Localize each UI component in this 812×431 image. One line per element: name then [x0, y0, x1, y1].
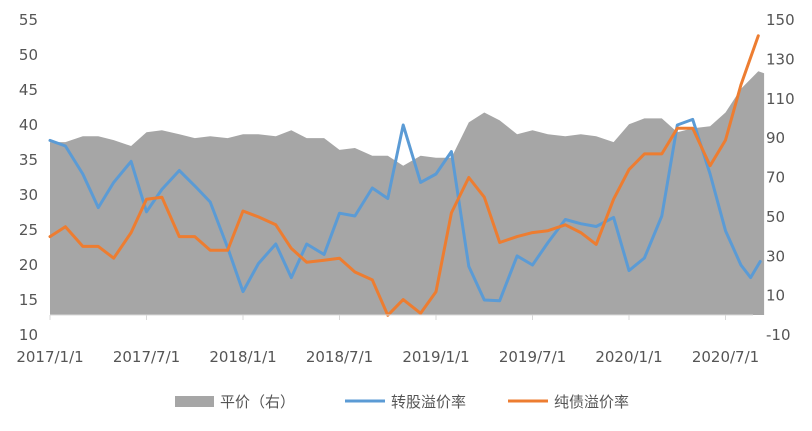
- x-tick-label: 2019/7/1: [499, 348, 566, 366]
- left-tick-label: 35: [19, 151, 38, 169]
- legend-label-conversion: 转股溢价率: [391, 393, 466, 411]
- left-tick-label: 30: [19, 186, 38, 204]
- right-tick-label: 70: [766, 169, 785, 187]
- legend-label-parity: 平价（右）: [220, 393, 295, 411]
- x-axis-ticks: 2017/1/1 2017/7/1 2018/1/1 2018/7/1 2019/1/1…: [16, 315, 759, 366]
- right-tick-label: 30: [766, 247, 785, 265]
- premium-lines-layer: [48, 34, 762, 317]
- left-tick-label: 15: [19, 291, 38, 309]
- left-axis-ticks: 10 15 20 25 30 35 40 45 50 55: [19, 11, 38, 344]
- left-tick-label: 40: [19, 116, 38, 134]
- legend: 平价（右） 转股溢价率 纯债溢价率: [175, 393, 629, 411]
- right-tick-label: 110: [766, 90, 795, 108]
- parity-area: [50, 71, 765, 315]
- left-tick-label: 10: [19, 326, 38, 344]
- right-tick-label: -10: [766, 326, 791, 344]
- left-tick-label: 50: [19, 46, 38, 64]
- x-tick-label: 2018/7/1: [306, 348, 373, 366]
- x-tick-label: 2018/1/1: [209, 348, 276, 366]
- left-tick-label: 45: [19, 81, 38, 99]
- x-tick-label: 2017/7/1: [113, 348, 180, 366]
- parity-area-layer: [50, 71, 765, 315]
- left-tick-label: 55: [19, 11, 38, 29]
- x-tick-label: 2017/1/1: [16, 348, 83, 366]
- right-tick-label: 10: [766, 287, 785, 305]
- x-tick-label: 2020/7/1: [692, 348, 759, 366]
- right-tick-label: 130: [766, 50, 795, 68]
- right-tick-label: 90: [766, 129, 785, 147]
- right-tick-label: 50: [766, 208, 785, 226]
- right-axis-ticks: -10 10 30 50 70 90 110 130 150: [766, 11, 795, 344]
- left-tick-label: 20: [19, 256, 38, 274]
- legend-label-bond: 纯债溢价率: [554, 393, 629, 411]
- legend-swatch-parity: [175, 396, 214, 407]
- conversion-premium-line: [48, 117, 762, 303]
- x-tick-label: 2019/1/1: [402, 348, 469, 366]
- right-tick-label: 150: [766, 11, 795, 29]
- left-tick-label: 25: [19, 221, 38, 239]
- x-tick-label: 2020/1/1: [595, 348, 662, 366]
